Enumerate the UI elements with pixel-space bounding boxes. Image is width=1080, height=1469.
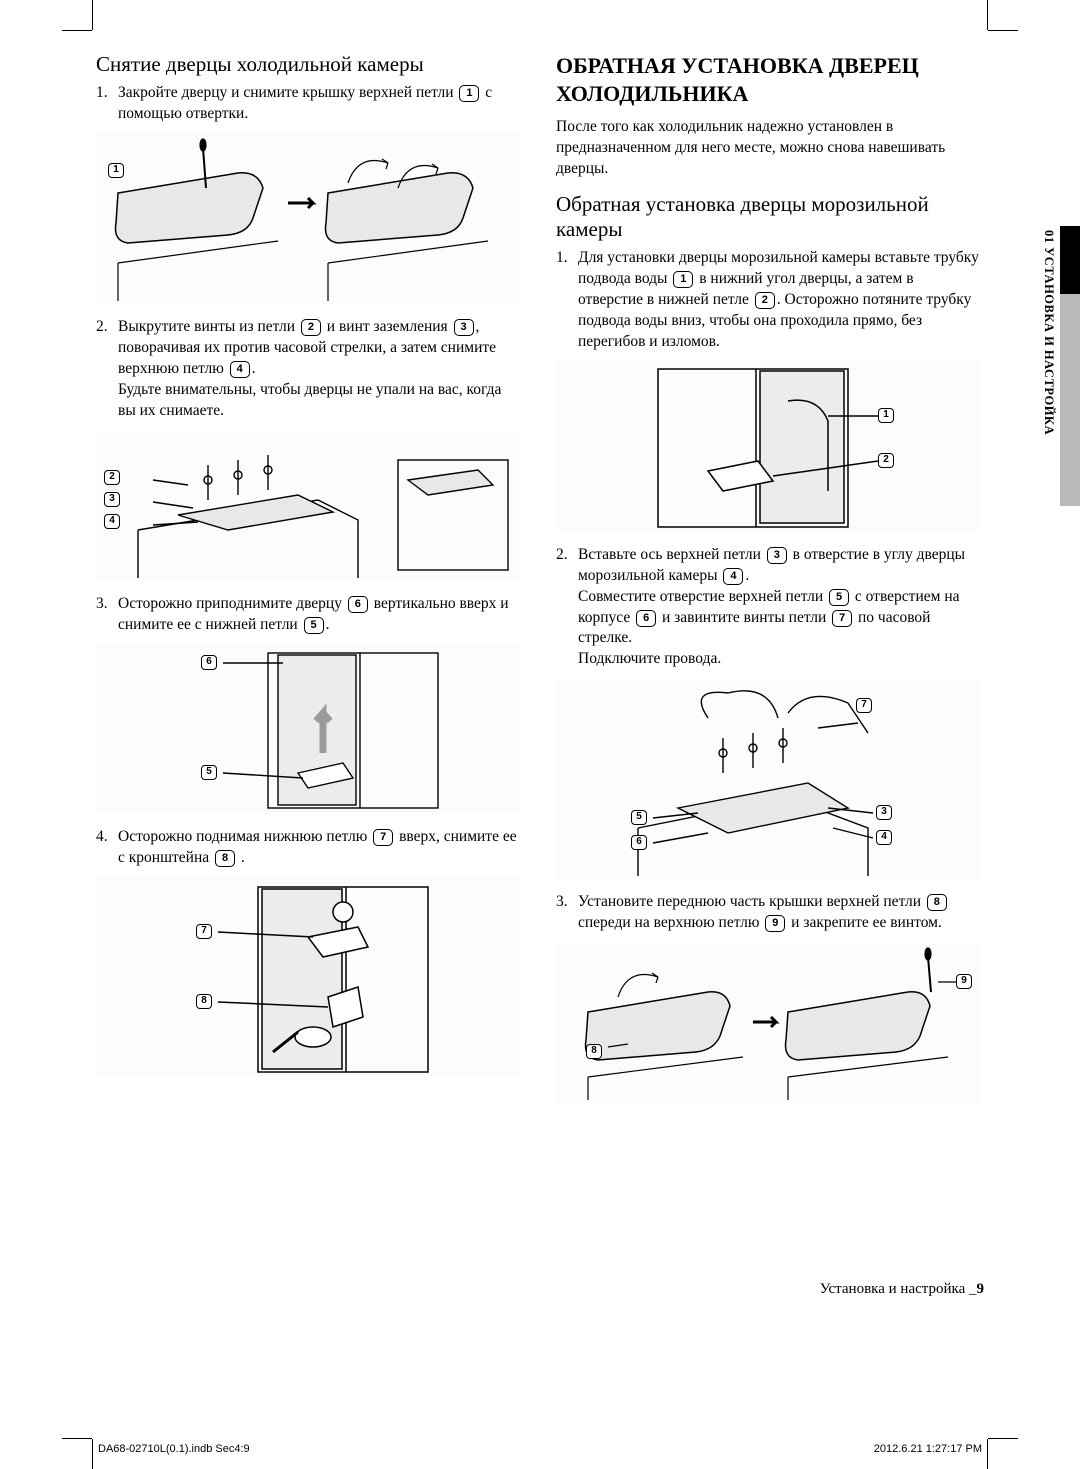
page-footer: Установка и настройка _9 (820, 1281, 984, 1298)
text: . (252, 360, 256, 377)
figure-r3: 8 9 (556, 942, 980, 1102)
text: Осторожно приподнимите дверцу (118, 595, 346, 612)
callout-9: 9 (765, 915, 785, 932)
text: Установите переднюю часть крышки верхней… (578, 893, 925, 910)
callout-5: 5 (304, 617, 324, 634)
text: и завинтите винты петли (658, 609, 830, 626)
text: . (237, 849, 245, 866)
footer-text: Установка и настройка _ (820, 1281, 977, 1297)
print-footer-left: DA68-02710L(0.1).indb Sec4:9 (98, 1443, 250, 1455)
text: Вставьте ось верхней петли (578, 546, 765, 563)
right-h2: ОБРАТНАЯ УСТАНОВКА ДВЕРЕЦ ХОЛОДИЛЬНИКА (556, 52, 980, 107)
right-column: ОБРАТНАЯ УСТАНОВКА ДВЕРЕЦ ХОЛОДИЛЬНИКА П… (556, 52, 980, 1116)
left-heading: Снятие дверцы холодильной камеры (96, 52, 520, 77)
callout-label: 5 (631, 810, 647, 825)
callout-label: 1 (108, 163, 124, 178)
callout-label: 2 (104, 470, 120, 485)
left-column: Снятие дверцы холодильной камеры Закройт… (96, 52, 520, 1116)
left-step-4: Осторожно поднимая нижнюю петлю 7 вверх,… (96, 827, 520, 869)
callout-label: 4 (876, 830, 892, 845)
page-content: Снятие дверцы холодильной камеры Закройт… (96, 52, 984, 1372)
callout-label: 6 (631, 835, 647, 850)
callout-label: 8 (586, 1044, 602, 1059)
print-footer-right: 2012.6.21 1:27:17 PM (874, 1443, 982, 1455)
figure-r1: 1 2 (556, 361, 980, 531)
text: Будьте внимательны, чтобы дверцы не упал… (118, 381, 501, 419)
text: спереди на верхнюю петлю (578, 914, 763, 931)
callout-6: 6 (348, 596, 368, 613)
callout-7: 7 (373, 829, 393, 846)
right-step-3: Установите переднюю часть крышки верхней… (556, 892, 980, 934)
callout-4: 4 (230, 361, 250, 378)
callout-5: 5 (829, 589, 849, 606)
callout-3: 3 (767, 547, 787, 564)
callout-2: 2 (301, 319, 321, 336)
section-tab: 01 УСТАНОВКА И НАСТРОЙКА (1040, 226, 1080, 506)
callout-1: 1 (459, 85, 479, 102)
text: . (745, 567, 749, 584)
callout-1: 1 (673, 271, 693, 288)
text: и закрепите ее винтом. (787, 914, 942, 931)
callout-6: 6 (636, 610, 656, 627)
callout-7: 7 (832, 610, 852, 627)
right-intro: После того как холодильник надежно устан… (556, 117, 980, 180)
figure-l2: 2 3 4 (96, 430, 520, 580)
right-heading: Обратная установка дверцы морозильной ка… (556, 192, 980, 242)
right-step-1: Для установки дверцы морозильной камеры … (556, 248, 980, 353)
callout-label: 6 (201, 655, 217, 670)
text: Подключите провода. (578, 650, 721, 667)
callout-8: 8 (927, 894, 947, 911)
text: Осторожно поднимая нижнюю петлю (118, 828, 371, 845)
text: и винт заземления (323, 318, 452, 335)
left-step-2: Выкрутите винты из петли 2 и винт заземл… (96, 317, 520, 422)
callout-label: 3 (104, 492, 120, 507)
callout-label: 7 (196, 924, 212, 939)
callout-8: 8 (215, 850, 235, 867)
callout-label: 7 (856, 698, 872, 713)
left-step-3: Осторожно приподнимите дверцу 6 вертикал… (96, 594, 520, 636)
callout-label: 4 (104, 514, 120, 529)
text: Выкрутите винты из петли (118, 318, 299, 335)
section-tab-label: 01 УСТАНОВКА И НАСТРОЙКА (1036, 226, 1056, 506)
text: Совместите отверстие верхней петли (578, 588, 827, 605)
page-number: 9 (977, 1281, 985, 1297)
right-step-2: Вставьте ось верхней петли 3 в отверстие… (556, 545, 980, 671)
figure-r2: 7 5 6 3 4 (556, 678, 980, 878)
callout-4: 4 (723, 568, 743, 585)
callout-2: 2 (755, 292, 775, 309)
callout-label: 9 (956, 974, 972, 989)
callout-label: 1 (878, 408, 894, 423)
callout-label: 2 (878, 453, 894, 468)
text: Закройте дверцу и снимите крышку верхней… (118, 84, 457, 101)
left-step-1: Закройте дверцу и снимите крышку верхней… (96, 83, 520, 125)
figure-l4: 7 8 (96, 877, 520, 1077)
callout-label: 3 (876, 805, 892, 820)
callout-3: 3 (454, 319, 474, 336)
figure-l3: 6 5 (96, 643, 520, 813)
callout-label: 8 (196, 994, 212, 1009)
callout-label: 5 (201, 765, 217, 780)
figure-l1: 1 (96, 133, 520, 303)
text: . (326, 616, 330, 633)
